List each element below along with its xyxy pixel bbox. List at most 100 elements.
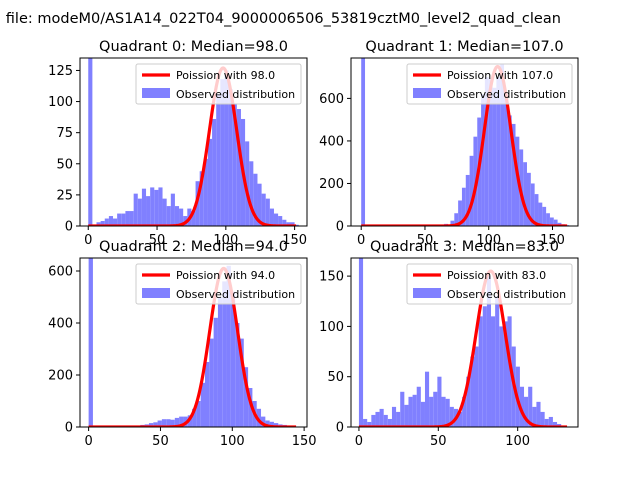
axes-frame xyxy=(350,257,579,428)
histogram-bar xyxy=(249,161,254,226)
histogram-bar xyxy=(273,213,279,226)
y-tick-label: 600 xyxy=(48,265,73,280)
histogram-bar xyxy=(492,87,497,226)
plot-area xyxy=(86,58,299,226)
y-tick-label: 150 xyxy=(319,270,344,285)
histogram-bar xyxy=(481,94,485,226)
y-tick-label: 0 xyxy=(336,421,344,436)
histogram-bar xyxy=(526,172,531,226)
histogram-bar xyxy=(146,196,151,226)
x-tick-label: 100 xyxy=(476,233,501,248)
histogram-bar xyxy=(548,416,553,427)
histogram-bar xyxy=(540,411,545,427)
histogram-bar xyxy=(469,155,474,226)
histogram-bar xyxy=(217,297,223,427)
histogram-bar xyxy=(170,193,175,226)
legend-box xyxy=(406,63,573,105)
y-tick-label: 25 xyxy=(56,188,73,203)
y-tick-label: 100 xyxy=(48,95,73,110)
histogram-bar xyxy=(222,281,227,427)
histogram-bar xyxy=(363,418,368,427)
legend-hist-label: Observed distribution xyxy=(447,88,566,101)
histogram-bar xyxy=(137,198,142,226)
histogram-bar xyxy=(228,89,233,226)
x-tick-label: 0 xyxy=(355,434,363,449)
legend-box xyxy=(406,263,573,305)
histogram-bar xyxy=(524,396,529,427)
histogram-bar xyxy=(552,421,558,427)
histogram-bar xyxy=(530,183,535,226)
histogram-bar xyxy=(458,200,462,226)
histogram-bar xyxy=(261,193,266,226)
y-tick-label: 125 xyxy=(48,64,73,79)
histogram-bar xyxy=(253,173,258,226)
histogram-bar xyxy=(478,316,483,427)
poisson-curve xyxy=(86,66,298,226)
x-tick-label: 50 xyxy=(430,434,447,449)
legend-curve-label: Poission with 94.0 xyxy=(176,269,275,282)
x-tick-label: 100 xyxy=(505,434,530,449)
y-tick-label: 50 xyxy=(327,370,344,385)
histogram-bar xyxy=(424,371,430,427)
suptitle: n file: modeM0/AS1A14_022T04_9000006506_… xyxy=(0,11,561,27)
histogram-bar xyxy=(199,171,204,226)
histogram-bar xyxy=(361,58,366,226)
histogram-bar xyxy=(486,276,492,427)
histogram-bar xyxy=(261,416,266,427)
y-tick-label: 400 xyxy=(48,317,73,332)
histogram-bar xyxy=(179,208,184,226)
histogram-bar xyxy=(470,356,475,427)
histogram-bar xyxy=(282,219,287,226)
x-tick-label: 0 xyxy=(84,434,92,449)
histogram-bar xyxy=(532,406,537,427)
histogram-bar xyxy=(212,118,217,226)
histogram-bar xyxy=(286,222,291,226)
histogram-bar xyxy=(499,326,504,427)
y-tick-label: 200 xyxy=(48,369,73,384)
histogram-bar xyxy=(538,202,543,226)
histogram-bar xyxy=(511,123,516,226)
histogram-bar xyxy=(265,198,270,226)
histogram-bar xyxy=(371,414,376,427)
histogram-bar xyxy=(232,104,237,226)
axes-frame xyxy=(350,57,579,227)
histogram-bar xyxy=(207,138,213,226)
legend-box xyxy=(135,63,302,105)
x-tick-label: 100 xyxy=(220,434,245,449)
histogram-bar xyxy=(216,94,221,226)
histogram-bar xyxy=(278,216,283,226)
histogram-bar xyxy=(192,408,197,427)
legend-hist-swatch xyxy=(142,88,170,98)
legend-hist-label: Observed distribution xyxy=(176,288,295,301)
legend-hist-swatch xyxy=(413,88,441,98)
legend-curve-label: Poission with 107.0 xyxy=(447,69,553,82)
histogram-bar xyxy=(239,338,244,427)
x-tick-label: 50 xyxy=(149,233,166,248)
histogram-bar xyxy=(500,64,505,226)
histogram-bar xyxy=(496,77,501,226)
histogram-bar xyxy=(154,189,159,226)
histogram-bar xyxy=(488,79,493,226)
panel-title: Quadrant 2: Median=94.0 xyxy=(99,239,288,255)
histogram-bar xyxy=(129,211,134,226)
axes-frame xyxy=(79,257,308,428)
axes-frame xyxy=(79,57,308,227)
histogram-bar xyxy=(462,396,467,427)
histogram-bar xyxy=(450,220,455,226)
histogram-bar xyxy=(265,420,270,427)
histogram-bar xyxy=(179,416,184,427)
histogram-bar xyxy=(236,109,241,226)
histogram-bar xyxy=(544,418,549,427)
histogram-bar xyxy=(104,218,109,226)
legend-box xyxy=(135,263,302,305)
histogram-bar xyxy=(290,222,295,226)
quadrant-0-panel: 0 50 100 150 0 25 50 75 100 125 Quadrant 0: Median… xyxy=(48,39,308,248)
histogram-bar xyxy=(457,411,463,427)
histogram-bar xyxy=(125,211,130,226)
histogram-bar xyxy=(166,419,171,427)
legend-curve-label: Poission with 83.0 xyxy=(447,269,546,282)
histogram-bar xyxy=(161,419,167,427)
histogram-bar xyxy=(396,411,401,427)
histogram-bar xyxy=(437,376,442,427)
